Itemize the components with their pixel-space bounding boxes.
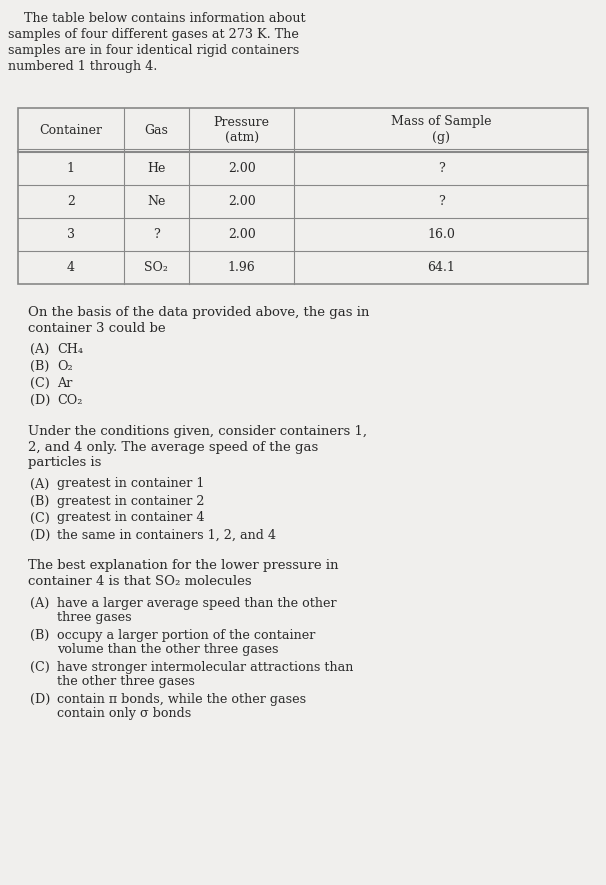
Text: 2.00: 2.00 [228, 195, 256, 208]
Text: 2: 2 [67, 195, 75, 208]
Text: particles is: particles is [28, 456, 101, 469]
Text: (A): (A) [30, 343, 49, 356]
Text: container 3 could be: container 3 could be [28, 321, 165, 335]
Text: 3: 3 [67, 228, 75, 241]
Text: 4: 4 [67, 261, 75, 274]
Text: (C): (C) [30, 660, 50, 673]
Text: (B): (B) [30, 495, 49, 507]
Text: (A): (A) [30, 596, 49, 610]
Text: O₂: O₂ [57, 360, 73, 373]
Text: ?: ? [438, 162, 445, 175]
Text: (D): (D) [30, 394, 50, 407]
Text: contain π bonds, while the other gases: contain π bonds, while the other gases [57, 692, 306, 705]
Text: (B): (B) [30, 360, 49, 373]
Text: CO₂: CO₂ [57, 394, 82, 407]
Text: Under the conditions given, consider containers 1,: Under the conditions given, consider con… [28, 425, 367, 438]
Text: Gas: Gas [144, 124, 168, 136]
Text: Ne: Ne [147, 195, 165, 208]
Text: 16.0: 16.0 [427, 228, 455, 241]
Text: Pressure
(atm): Pressure (atm) [214, 116, 270, 144]
Text: have stronger intermolecular attractions than: have stronger intermolecular attractions… [57, 660, 353, 673]
Text: (C): (C) [30, 512, 50, 525]
Text: (D): (D) [30, 692, 50, 705]
Text: CH₄: CH₄ [57, 343, 83, 356]
Text: He: He [147, 162, 165, 175]
Text: samples are in four identical rigid containers: samples are in four identical rigid cont… [8, 44, 299, 57]
Text: have a larger average speed than the other: have a larger average speed than the oth… [57, 596, 336, 610]
Text: SO₂: SO₂ [144, 261, 168, 274]
Text: contain only σ bonds: contain only σ bonds [57, 707, 191, 720]
Text: (B): (B) [30, 628, 49, 642]
Text: (A): (A) [30, 478, 49, 490]
Text: greatest in container 4: greatest in container 4 [57, 512, 204, 525]
Text: volume than the other three gases: volume than the other three gases [57, 643, 279, 657]
Text: numbered 1 through 4.: numbered 1 through 4. [8, 60, 158, 73]
Text: 1.96: 1.96 [228, 261, 256, 274]
Text: greatest in container 1: greatest in container 1 [57, 478, 204, 490]
Text: three gases: three gases [57, 612, 132, 625]
Text: ?: ? [438, 195, 445, 208]
Text: occupy a larger portion of the container: occupy a larger portion of the container [57, 628, 315, 642]
Text: the other three gases: the other three gases [57, 675, 195, 689]
Text: The best explanation for the lower pressure in: The best explanation for the lower press… [28, 559, 339, 573]
Text: 2.00: 2.00 [228, 162, 256, 175]
Text: container 4 is that SO₂ molecules: container 4 is that SO₂ molecules [28, 575, 251, 588]
Text: Mass of Sample
(g): Mass of Sample (g) [391, 116, 491, 144]
Bar [18, 108, 588, 284]
Text: (D): (D) [30, 528, 50, 542]
Text: On the basis of the data provided above, the gas in: On the basis of the data provided above,… [28, 306, 370, 319]
Text: (C): (C) [30, 377, 50, 390]
Text: 64.1: 64.1 [427, 261, 455, 274]
Text: samples of four different gases at 273 K. The: samples of four different gases at 273 K… [8, 28, 299, 41]
Text: ?: ? [153, 228, 160, 241]
Text: Container: Container [39, 124, 102, 136]
Text: 2.00: 2.00 [228, 228, 256, 241]
Text: The table below contains information about: The table below contains information abo… [8, 12, 305, 25]
Text: greatest in container 2: greatest in container 2 [57, 495, 204, 507]
Text: 1: 1 [67, 162, 75, 175]
Text: Ar: Ar [57, 377, 72, 390]
Text: the same in containers 1, 2, and 4: the same in containers 1, 2, and 4 [57, 528, 276, 542]
Text: 2, and 4 only. The average speed of the gas: 2, and 4 only. The average speed of the … [28, 441, 318, 453]
